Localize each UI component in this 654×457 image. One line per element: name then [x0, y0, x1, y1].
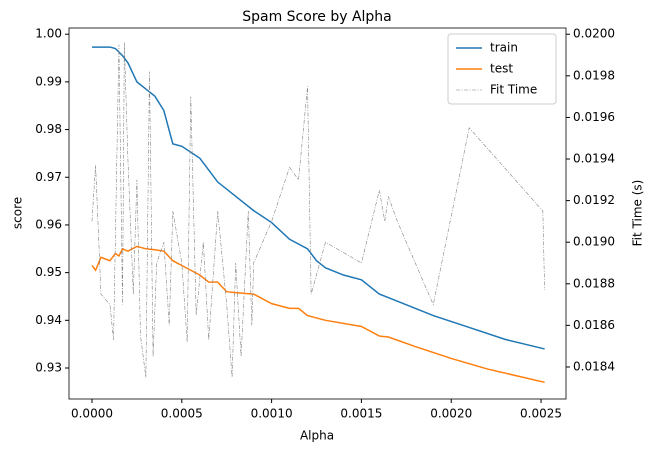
y2-tick-label: 0.0192: [573, 193, 615, 207]
x-tick-label: 0.0015: [340, 407, 382, 421]
x-tick-label: 0.0020: [430, 407, 472, 421]
y-tick-label: 0.98: [35, 122, 62, 136]
y-tick-label: 0.96: [35, 217, 62, 231]
legend-box: [447, 33, 557, 105]
y2-tick-label: 0.0194: [573, 152, 615, 166]
line-series: [91, 46, 545, 350]
x-axis-label: Alpha: [300, 429, 334, 443]
y2-tick-label: 0.0200: [573, 27, 615, 41]
y-tick-label: 0.93: [35, 361, 62, 375]
legend-label: test: [490, 62, 513, 76]
y-tick-label: 0.99: [35, 74, 62, 88]
y2-tick-label: 0.0188: [573, 276, 615, 290]
x-tick-label: 0.0010: [251, 407, 293, 421]
y-axis-label: score: [11, 197, 25, 229]
y2-tick-label: 0.0190: [573, 235, 615, 249]
legend-label: Fit Time: [490, 83, 537, 97]
chart-title: Spam Score by Alpha: [242, 9, 392, 25]
x-tick-label: 0.0025: [520, 407, 562, 421]
line-series: [91, 42, 545, 378]
y2-axis-label: Fit Time (s): [631, 180, 645, 247]
y-tick-label: 1.00: [35, 27, 62, 41]
x-tick-label: 0.0000: [71, 407, 113, 421]
y2-tick-label: 0.0184: [573, 359, 615, 373]
x-tick-label: 0.0005: [161, 407, 203, 421]
y-tick-label: 0.94: [35, 313, 62, 327]
plot-frame: [68, 27, 567, 400]
y2-tick-label: 0.0198: [573, 68, 615, 82]
y-tick-label: 0.95: [35, 265, 62, 279]
y-tick-label: 0.97: [35, 170, 62, 184]
legend-label: train: [490, 41, 518, 55]
y2-tick-label: 0.0196: [573, 110, 615, 124]
line-series: [91, 245, 545, 384]
y2-tick-label: 0.0186: [573, 318, 615, 332]
